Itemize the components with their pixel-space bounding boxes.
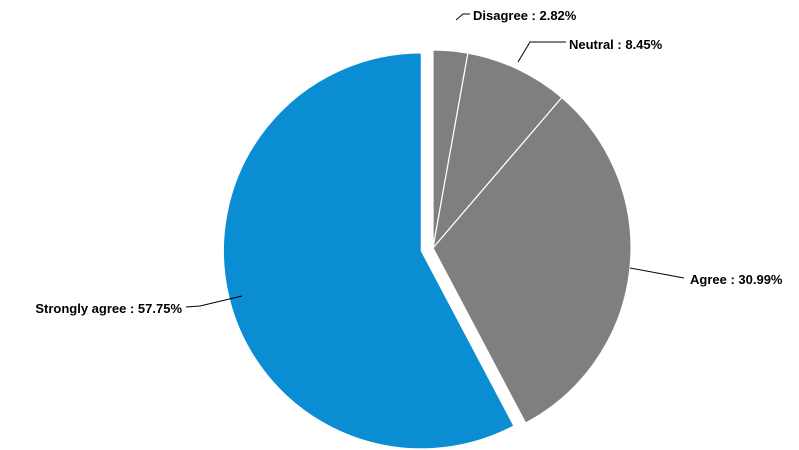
slice-label-neutral: Neutral : 8.45% (569, 37, 663, 52)
leader-line-agree (629, 267, 685, 279)
leader-line-strongly-agree (185, 295, 243, 308)
pie-slice-neutral (432, 52, 563, 249)
slice-label-agree: Agree : 30.99% (690, 272, 783, 287)
leader-line-disagree (455, 13, 470, 21)
leader-line-neutral (517, 41, 566, 63)
slice-label-disagree: Disagree : 2.82% (473, 8, 577, 23)
pie-slice-agree (432, 96, 632, 424)
slice-label-strongly-agree: Strongly agree : 57.75% (35, 301, 182, 316)
